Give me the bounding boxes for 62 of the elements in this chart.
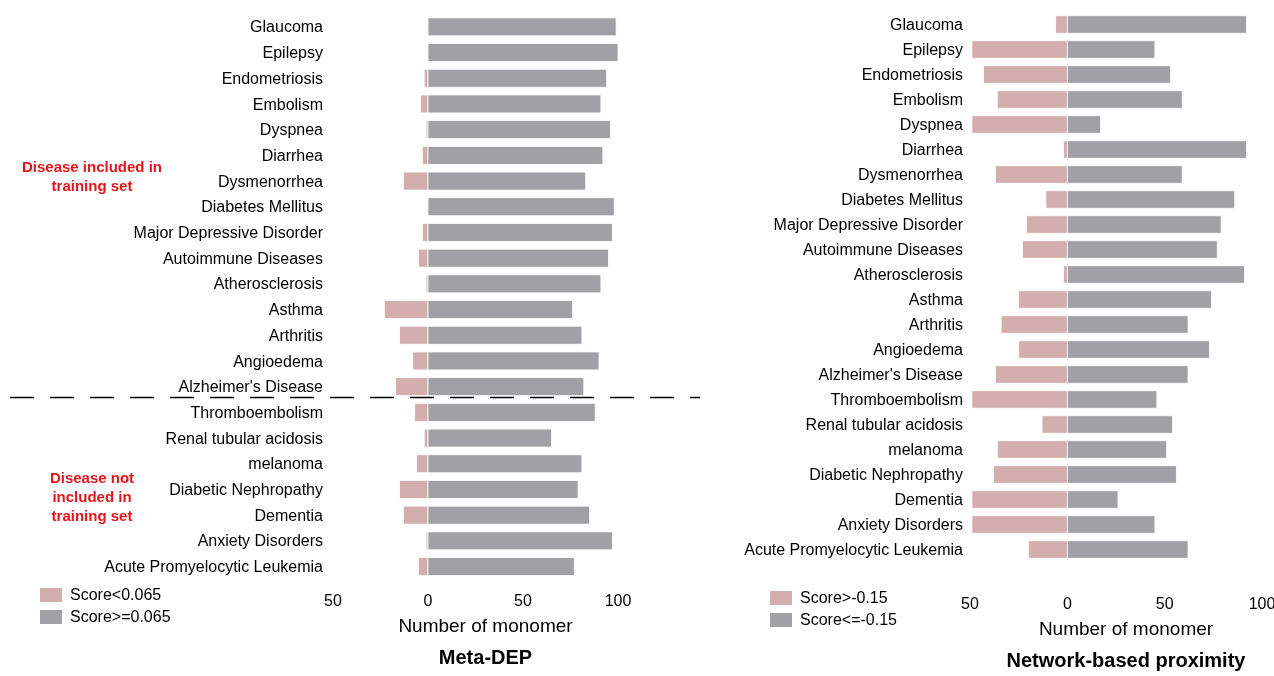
y-tick-label: Endometriosis	[221, 69, 323, 87]
y-tick-label: melanoma	[248, 455, 324, 473]
y-tick-label: Atherosclerosis	[853, 266, 963, 284]
text: Disease not included in training set	[49, 469, 135, 524]
y-tick-label: Major Depressive Disorder	[773, 216, 964, 234]
y-tick-label: Embolism	[892, 91, 963, 109]
y-tick-label: Glaucoma	[250, 18, 324, 36]
text: Meta-DEP	[438, 646, 533, 668]
y-tick-label: Anxiety Disorders	[197, 532, 323, 550]
x-tick-label: 50	[1155, 595, 1174, 612]
y-tick-label: Renal tubular acidosis	[805, 416, 963, 434]
legend-label: Score<0.065	[70, 586, 162, 603]
legend-label: Score>-0.15	[800, 589, 888, 606]
y-tick-label: Angioedema	[233, 352, 324, 370]
y-tick-label: Dysmenorrhea	[218, 172, 324, 190]
y-tick-label: Renal tubular acidosis	[165, 429, 323, 447]
y-tick-label: Dementia	[254, 506, 324, 524]
y-tick-label: Major Depressive Disorder	[133, 224, 324, 242]
text: Network-based proximity	[1006, 649, 1247, 671]
y-tick-label: Autoimmune Diseases	[802, 241, 963, 259]
y-tick-label: Glaucoma	[890, 16, 964, 34]
y-tick-label: Alzheimer's Disease	[818, 366, 964, 384]
x-axis-title: Number of monomer	[398, 615, 574, 636]
y-tick-label: Arthritis	[908, 316, 963, 334]
y-tick-label: Alzheimer's Disease	[178, 378, 324, 396]
y-tick-label: Angioedema	[873, 341, 964, 359]
y-tick-label: Thromboembolism	[830, 391, 963, 409]
y-tick-label: Dyspnea	[899, 116, 964, 134]
y-tick-label: Dysmenorrhea	[858, 166, 964, 184]
x-tick-label: 50	[961, 595, 979, 612]
x-tick-label: 100	[604, 592, 632, 609]
x-tick-label: 50	[514, 592, 532, 609]
x-tick-label: 0	[423, 592, 433, 609]
y-tick-label: Epilepsy	[262, 44, 323, 62]
y-tick-label: Diabetic Nephropathy	[169, 481, 323, 499]
y-tick-label: Acute Promyelocytic Leukemia	[104, 558, 324, 576]
x-tick-label: 0	[1062, 595, 1072, 612]
y-tick-label: Diabetes Mellitus	[841, 191, 963, 209]
legend-label: Score>=0.065	[70, 608, 171, 625]
y-tick-label: Acute Promyelocytic Leukemia	[744, 541, 964, 559]
y-tick-label: Dyspnea	[259, 121, 324, 139]
y-tick-label: Diabetes Mellitus	[201, 198, 323, 216]
y-tick-label: Asthma	[268, 301, 324, 319]
y-tick-label: Dementia	[894, 491, 964, 509]
y-tick-label: Anxiety Disorders	[837, 516, 963, 534]
legend-label: Score<=-0.15	[800, 611, 898, 628]
y-tick-label: Arthritis	[268, 326, 323, 344]
y-tick-label: Thromboembolism	[190, 403, 323, 421]
y-tick-label: Diabetic Nephropathy	[809, 466, 963, 484]
x-tick-label: 50	[324, 592, 342, 609]
text: Disease included in training set	[21, 158, 163, 194]
y-tick-label: Autoimmune Diseases	[162, 249, 323, 267]
y-tick-label: Diarrhea	[901, 141, 964, 159]
y-tick-label: Epilepsy	[902, 41, 963, 59]
y-tick-label: Asthma	[908, 291, 964, 309]
x-axis-title: Number of monomer	[1038, 618, 1214, 639]
y-tick-label: Diarrhea	[261, 146, 324, 164]
y-tick-label: Atherosclerosis	[213, 275, 323, 293]
y-tick-label: Embolism	[252, 95, 323, 113]
y-tick-label: melanoma	[888, 441, 964, 459]
x-tick-label: 100	[1248, 595, 1274, 612]
y-tick-label: Endometriosis	[861, 66, 963, 84]
